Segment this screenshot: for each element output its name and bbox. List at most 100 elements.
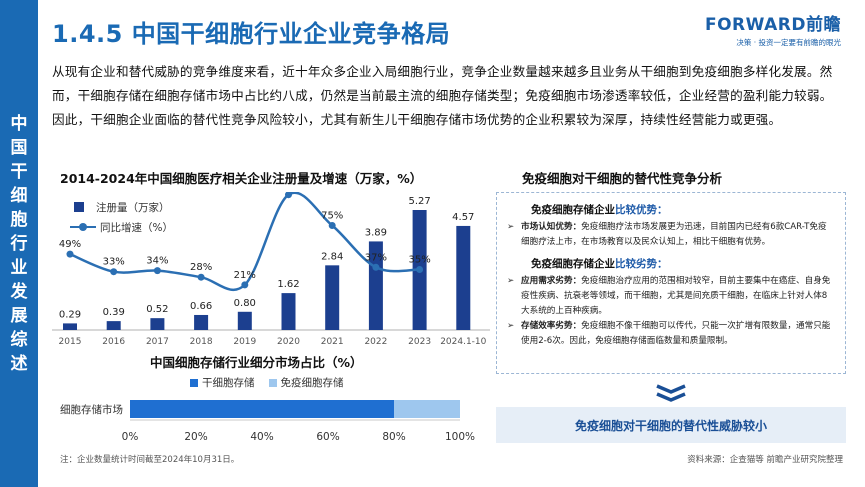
growth-value-label: 34% <box>146 256 168 267</box>
sidebar-section-title: 中国干细胞行业发展综述 <box>10 113 28 374</box>
list-item: ➢ 存储效率劣势：免疫细胞不像干细胞可以传代，只能一次扩增有限数量，通常只能使用… <box>507 319 835 349</box>
bar-value-label: 0.39 <box>103 307 125 318</box>
chart1-title: 2014-2024年中国细胞医疗相关企业注册量及增速（万家，%） <box>60 171 423 186</box>
x-tick-label: 80% <box>382 431 405 443</box>
bar-value-label: 5.27 <box>408 196 430 207</box>
x-tick-label: 2019 <box>233 337 256 347</box>
list-item: ➢ 应用需求劣势：免疫细胞治疗应用的范围相对较窄，目前主要集中在癌症、自身免疫性… <box>507 274 835 319</box>
growth-point <box>66 250 74 258</box>
growth-line <box>69 192 420 292</box>
bar-value-label: 0.80 <box>234 298 256 309</box>
list-item: ➢ 市场认知优势：免疫细胞疗法市场发展更为迅速，目前国内已经有6款CAR-T免疫… <box>507 220 835 250</box>
bullet-text: 免疫细胞疗法市场发展更为迅速，目前国内已经有6款CAR-T免疫细胞疗法上市，在市… <box>521 222 827 247</box>
disadvantages-heading-prefix: 免疫细胞存储企业 <box>531 258 615 270</box>
logo-name: FORWARD前瞻 <box>704 15 841 35</box>
x-tick-label: 2023 <box>408 337 431 347</box>
legend2-label-immune: 免疫细胞存储 <box>280 377 344 389</box>
x-tick-label: 2024.1-10 <box>440 337 486 347</box>
bullet-text: 免疫细胞不像干细胞可以传代，只能一次扩增有限数量，通常只能使用2-6次。因此，免… <box>521 321 831 346</box>
x-tick-label: 0% <box>122 431 139 443</box>
x-tick-label: 60% <box>316 431 339 443</box>
registrations-chart: 0.29 2015 0.39 2016 0.52 2017 0.66 2018 0.80 2019… <box>52 192 490 347</box>
bar-value-label: 4.57 <box>452 212 474 223</box>
bar-value-label: 3.89 <box>365 227 387 238</box>
logo-slogan: 决策 · 投资一定要有前瞻的眼光 <box>736 38 841 47</box>
x-tick-label: 2017 <box>146 337 169 347</box>
bullet-label: 市场认知优势： <box>521 222 582 232</box>
chart2-legend: 干细胞存储 免疫细胞存储 <box>190 375 358 390</box>
bullet-label: 应用需求劣势： <box>521 276 582 286</box>
share-segment <box>130 400 394 418</box>
bullet-arrow-icon: ➢ <box>507 276 515 286</box>
growth-point <box>110 268 118 276</box>
growth-value-label: 35% <box>408 255 430 266</box>
bar-value-label: 1.62 <box>277 279 299 290</box>
x-tick-label: 20% <box>184 431 207 443</box>
growth-point <box>416 266 424 273</box>
disadvantages-heading: 免疫细胞存储企业比较劣势： <box>531 256 835 271</box>
footnote: 注：企业数量统计时间截至2024年10月31日。 <box>60 455 240 465</box>
growth-point <box>372 263 380 271</box>
forward-logo: FORWARD前瞻 决策 · 投资一定要有前瞻的眼光 <box>671 10 841 48</box>
growth-point <box>285 192 292 199</box>
bar-value-label: 0.29 <box>59 309 81 320</box>
growth-value-label: 33% <box>103 257 125 268</box>
growth-point <box>197 273 205 281</box>
disadvantages-heading-highlight: 比较劣势： <box>615 258 668 270</box>
bullet-label: 存储效率劣势： <box>521 321 582 331</box>
x-tick-label: 100% <box>445 431 475 443</box>
bullet-text: 免疫细胞治疗应用的范围相对较窄，目前主要集中在癌症、自身免疫性疾病、抗衰老等领域… <box>521 276 831 316</box>
x-tick-label: 2021 <box>321 337 344 347</box>
growth-value-label: 21% <box>234 270 256 281</box>
growth-value-label: 28% <box>190 262 212 273</box>
growth-point <box>241 281 249 289</box>
chevron-down-icon <box>656 384 686 402</box>
advantages-heading: 免疫细胞存储企业比较优势： <box>531 202 835 217</box>
x-tick-label: 2020 <box>277 337 300 347</box>
chart1-legend: 注册量（万家） 同比增速（%） <box>70 197 173 237</box>
bar <box>194 314 209 330</box>
chart2-title: 中国细胞存储行业细分市场占比（%） <box>150 355 363 370</box>
bar <box>368 241 383 330</box>
legend2-swatch-stem <box>190 378 198 387</box>
x-tick-label: 40% <box>250 431 273 443</box>
conclusion-box: 免疫细胞对干细胞的替代性威胁较小 <box>496 407 846 443</box>
page-title: 1.4.5 中国干细胞行业企业竞争格局 <box>52 20 451 48</box>
y-category-label: 细胞存储市场 <box>60 403 123 416</box>
legend-line-swatch <box>70 222 96 232</box>
legend-label-registrations: 注册量（万家） <box>96 201 170 214</box>
legend2-swatch-immune <box>268 378 277 387</box>
x-tick-label: 2016 <box>102 337 125 347</box>
x-tick-label: 2018 <box>190 337 213 347</box>
sidebar: 中国干细胞行业发展综述 <box>0 0 38 487</box>
source-note: 资料来源：企查猫等 前瞻产业研究院整理 <box>687 455 843 465</box>
growth-value-label: 49% <box>59 239 81 250</box>
legend-bar-swatch <box>74 202 84 212</box>
legend2-label-stem: 干细胞存储 <box>202 377 255 389</box>
legend-label-growth: 同比增速（%） <box>100 221 173 234</box>
bar <box>63 323 77 330</box>
bullet-arrow-icon: ➢ <box>507 222 515 232</box>
growth-point <box>328 222 336 229</box>
bar <box>150 318 165 330</box>
share-segment <box>394 400 460 418</box>
growth-value-label: 75% <box>321 211 343 222</box>
bullet-arrow-icon: ➢ <box>507 321 515 331</box>
competition-analysis-panel: 免疫细胞存储企业比较优势： ➢ 市场认知优势：免疫细胞疗法市场发展更为迅速，目前… <box>496 192 846 374</box>
x-tick-label: 2015 <box>59 337 82 347</box>
bar <box>456 225 471 330</box>
bar-value-label: 0.66 <box>190 301 212 312</box>
bar-value-label: 0.52 <box>146 304 168 315</box>
x-tick-label: 2022 <box>364 337 387 347</box>
intro-paragraph: 从现有企业和替代威胁的竞争维度来看，近十年众多企业入局细胞行业，竞争企业数量越来… <box>52 64 833 127</box>
advantages-heading-prefix: 免疫细胞存储企业 <box>531 204 615 216</box>
growth-value-label: 37% <box>365 252 387 263</box>
bar <box>281 293 296 330</box>
bar <box>106 321 121 330</box>
storage-share-chart: 细胞存储市场 0% 20% 40% 60% 80% 100% <box>60 400 475 443</box>
bar <box>325 265 340 330</box>
bar <box>237 311 252 330</box>
advantages-heading-highlight: 比较优势： <box>615 204 668 216</box>
panel-title: 免疫细胞对干细胞的替代性竞争分析 <box>522 171 723 186</box>
bar-value-label: 2.84 <box>321 251 343 262</box>
